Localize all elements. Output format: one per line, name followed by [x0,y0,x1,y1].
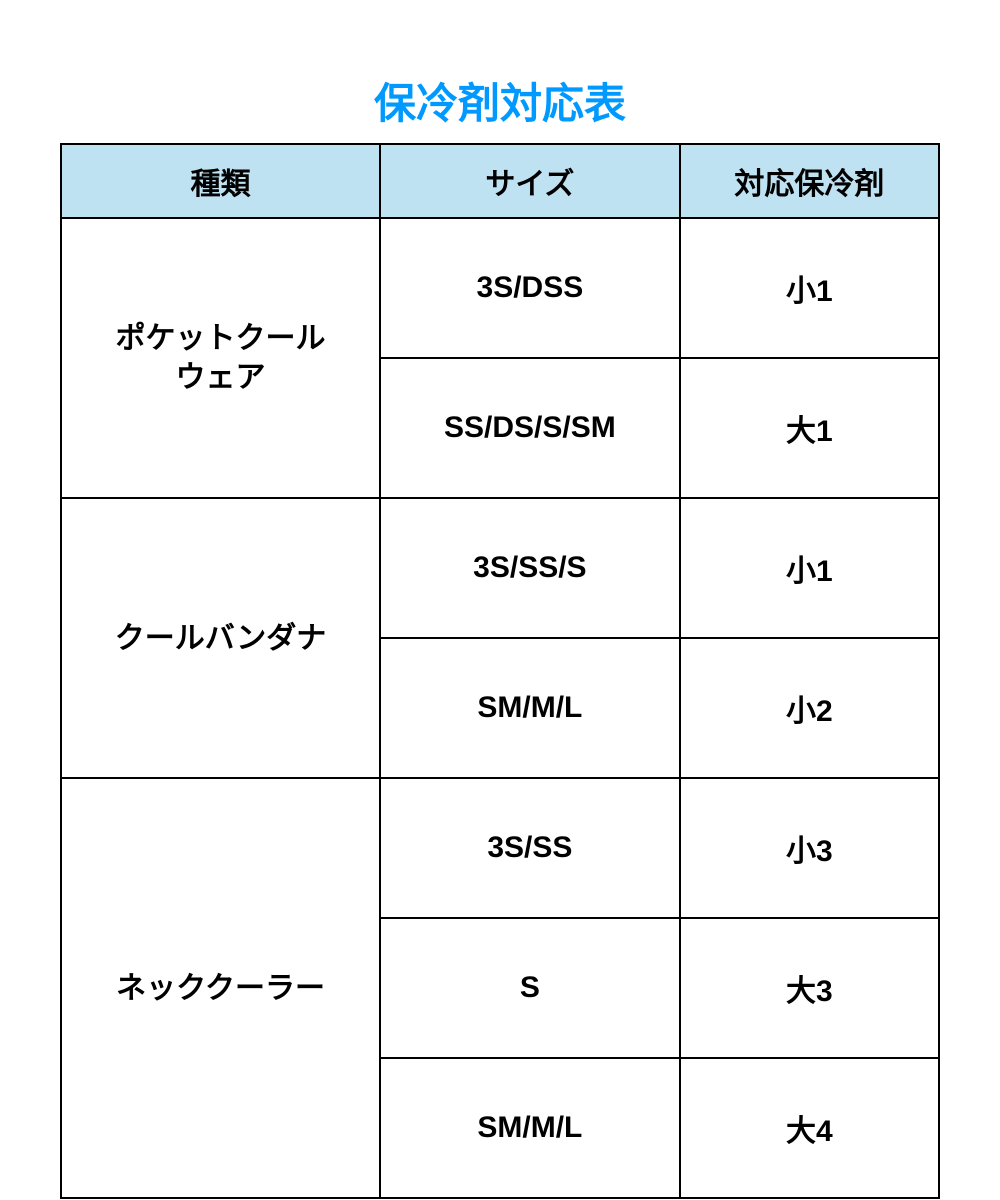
header-size: サイズ [380,144,680,218]
cell-size: S [380,918,680,1058]
type-label-line2: ウェア [62,358,379,397]
type-label-line1: クールバンダナ [62,619,379,658]
table-row: ネッククーラー 3S/SS 小3 [61,778,939,918]
page-title: 保冷剤対応表 [374,70,626,131]
cell-type: ポケットクール ウェア [61,218,380,498]
header-coolant: 対応保冷剤 [680,144,939,218]
cell-coolant: 大4 [680,1058,939,1198]
cell-size: 3S/SS/S [380,498,680,638]
cell-coolant: 小1 [680,498,939,638]
cell-size: SM/M/L [380,1058,680,1198]
cell-size: 3S/DSS [380,218,680,358]
cell-coolant: 大3 [680,918,939,1058]
table-row: ポケットクール ウェア 3S/DSS 小1 [61,218,939,358]
cell-type: クールバンダナ [61,498,380,778]
cell-size: SM/M/L [380,638,680,778]
type-label-line1: ポケットクール [62,319,379,358]
coolant-table: 種類 サイズ 対応保冷剤 ポケットクール ウェア 3S/DSS 小1 SS/DS… [60,143,940,1199]
cell-coolant: 小2 [680,638,939,778]
cell-size: 3S/SS [380,778,680,918]
cell-coolant: 小1 [680,218,939,358]
cell-coolant: 小3 [680,778,939,918]
table-header-row: 種類 サイズ 対応保冷剤 [61,144,939,218]
cell-size: SS/DS/S/SM [380,358,680,498]
table-row: クールバンダナ 3S/SS/S 小1 [61,498,939,638]
cell-coolant: 大1 [680,358,939,498]
header-type: 種類 [61,144,380,218]
cell-type: ネッククーラー [61,778,380,1198]
type-label-line1: ネッククーラー [62,969,379,1008]
